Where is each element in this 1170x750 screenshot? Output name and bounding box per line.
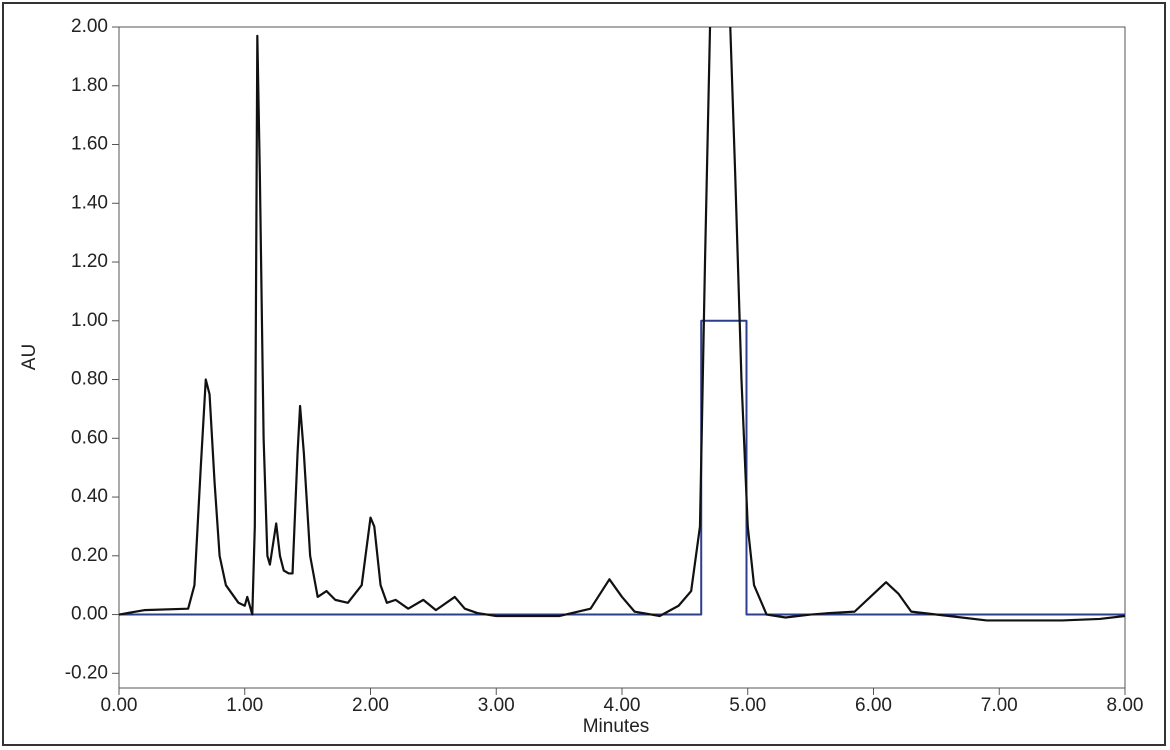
x-tick-label: 8.00 (1107, 695, 1144, 716)
y-tick-label: 1.80 (71, 75, 108, 96)
y-tick-label: 1.20 (71, 251, 108, 272)
y-axis-label: AU (19, 344, 40, 370)
x-tick-label: 2.00 (352, 695, 389, 716)
series-line (119, 27, 1125, 622)
series-line (119, 319, 1125, 616)
plot-area (118, 26, 1126, 689)
x-tick-label: 1.00 (226, 695, 263, 716)
y-tick-label: 1.40 (71, 192, 108, 213)
y-tick-label: 2.00 (71, 16, 108, 37)
x-tick-label: 7.00 (981, 695, 1018, 716)
x-tick-label: 3.00 (478, 695, 515, 716)
y-tick-label: 0.40 (71, 486, 108, 507)
x-tick-label: 4.00 (604, 695, 641, 716)
y-tick-label: 0.20 (71, 545, 108, 566)
y-tick-label: 0.60 (71, 427, 108, 448)
x-tick-label: 6.00 (855, 695, 892, 716)
y-tick-label: 0.80 (71, 369, 108, 390)
x-tick-label: 5.00 (729, 695, 766, 716)
y-tick-label: -0.20 (65, 662, 108, 683)
y-tick-label: 0.00 (71, 604, 108, 625)
y-tick-label: 1.00 (71, 310, 108, 331)
y-tick-label: 1.60 (71, 134, 108, 155)
x-tick-label: 0.00 (101, 695, 138, 716)
x-axis-label: Minutes (583, 716, 650, 737)
